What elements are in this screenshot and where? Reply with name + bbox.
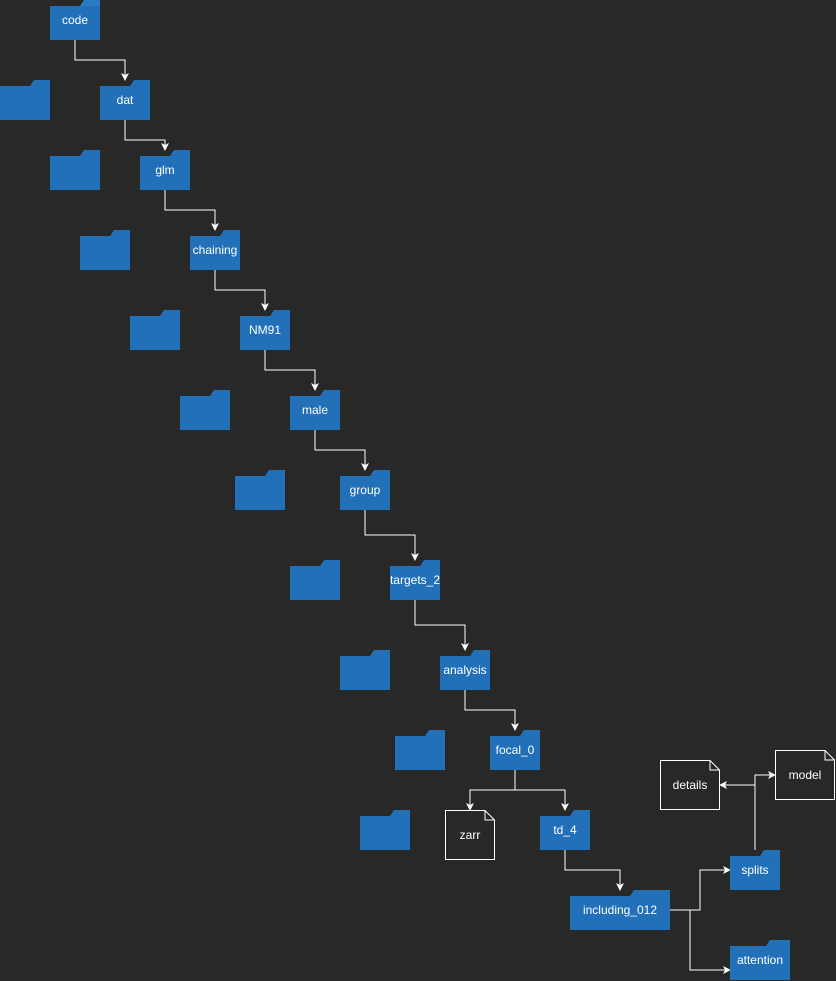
folder-label: chaining <box>192 243 238 257</box>
folder-icon <box>140 150 190 190</box>
folder-label: attention <box>736 953 784 967</box>
folder-unnamed[interactable] <box>235 470 285 510</box>
file-icon <box>445 810 495 860</box>
file-icon <box>775 750 835 800</box>
folder-group[interactable]: group <box>340 470 390 510</box>
edge-nm91-male <box>264 350 319 391</box>
edge-glm-chaining <box>164 190 219 231</box>
edge-td4-including <box>564 850 624 891</box>
folder-icon <box>290 390 340 430</box>
folder-including-012[interactable]: including_012 <box>570 890 670 930</box>
folder-label: targets_2 <box>389 573 441 587</box>
folder-male[interactable]: male <box>290 390 340 430</box>
folder-icon <box>130 310 180 350</box>
folder-icon <box>490 730 540 770</box>
folder-unnamed[interactable] <box>360 810 410 850</box>
folder-label: glm <box>155 163 175 177</box>
file-label: model <box>788 768 822 782</box>
folder-unnamed[interactable] <box>395 730 445 770</box>
edge-splits-model <box>754 771 776 785</box>
folder-icon <box>190 230 240 270</box>
folder-code[interactable]: code <box>50 0 100 40</box>
folder-icon <box>100 80 150 120</box>
folder-td-4[interactable]: td_4 <box>540 810 590 850</box>
folder-nm91[interactable]: NM91 <box>240 310 290 350</box>
edge-group-targets <box>364 510 419 561</box>
folder-icon <box>395 730 445 770</box>
folder-label: td_4 <box>553 823 577 837</box>
folder-attention[interactable]: attention <box>730 940 790 980</box>
edge-targets-analysis <box>414 600 469 651</box>
folder-icon <box>730 850 780 890</box>
folder-icon <box>540 810 590 850</box>
folder-icon <box>180 390 230 430</box>
file-zarr[interactable]: zarr <box>445 810 495 860</box>
folder-icon <box>440 650 490 690</box>
folder-glm[interactable]: glm <box>140 150 190 190</box>
folder-label: code <box>61 13 89 27</box>
folder-targets-2[interactable]: targets_2 <box>390 560 440 600</box>
file-label: details <box>672 778 708 792</box>
edge-male-group <box>314 430 369 471</box>
folder-unnamed[interactable] <box>180 390 230 430</box>
folder-analysis[interactable]: analysis <box>440 650 490 690</box>
edge-code-dat <box>74 40 129 81</box>
folder-label: including_012 <box>582 903 658 917</box>
file-details[interactable]: details <box>660 760 720 810</box>
folder-icon <box>290 560 340 600</box>
folder-label: analysis <box>443 663 487 677</box>
folder-icon <box>0 80 50 120</box>
edge-chaining-nm91 <box>214 270 269 311</box>
folder-label: dat <box>116 93 134 107</box>
edge-focal-td4 <box>515 789 569 811</box>
folder-chaining[interactable]: chaining <box>190 230 240 270</box>
folder-unnamed[interactable] <box>80 230 130 270</box>
edge-analysis-focal <box>464 690 519 731</box>
folder-icon <box>340 650 390 690</box>
edge-including-attention <box>670 909 731 974</box>
folder-unnamed[interactable] <box>340 650 390 690</box>
folder-icon <box>570 890 670 930</box>
folder-icon <box>80 230 130 270</box>
folder-label: NM91 <box>248 323 281 337</box>
folder-label: splits <box>741 863 769 877</box>
folder-unnamed[interactable] <box>130 310 180 350</box>
edge-focal-zarr <box>466 770 516 811</box>
folder-focal-0[interactable]: focal_0 <box>490 730 540 770</box>
folder-splits[interactable]: splits <box>730 850 780 890</box>
folder-label: focal_0 <box>495 743 535 757</box>
folder-label: group <box>349 483 381 497</box>
folder-icon <box>50 150 100 190</box>
folder-dat[interactable]: dat <box>100 80 150 120</box>
folder-unnamed[interactable] <box>290 560 340 600</box>
file-model[interactable]: model <box>775 750 835 800</box>
folder-icon <box>340 470 390 510</box>
edge-dat-glm <box>124 120 169 151</box>
file-icon <box>660 760 720 810</box>
folder-icon <box>240 310 290 350</box>
folder-label: male <box>301 403 328 417</box>
folder-icon <box>390 560 440 600</box>
folder-icon <box>360 810 410 850</box>
folder-icon <box>50 0 100 40</box>
file-label: zarr <box>459 828 481 842</box>
folder-icon <box>235 470 285 510</box>
folder-unnamed[interactable] <box>0 80 50 120</box>
folder-unnamed[interactable] <box>50 150 100 190</box>
folder-icon <box>730 940 790 980</box>
